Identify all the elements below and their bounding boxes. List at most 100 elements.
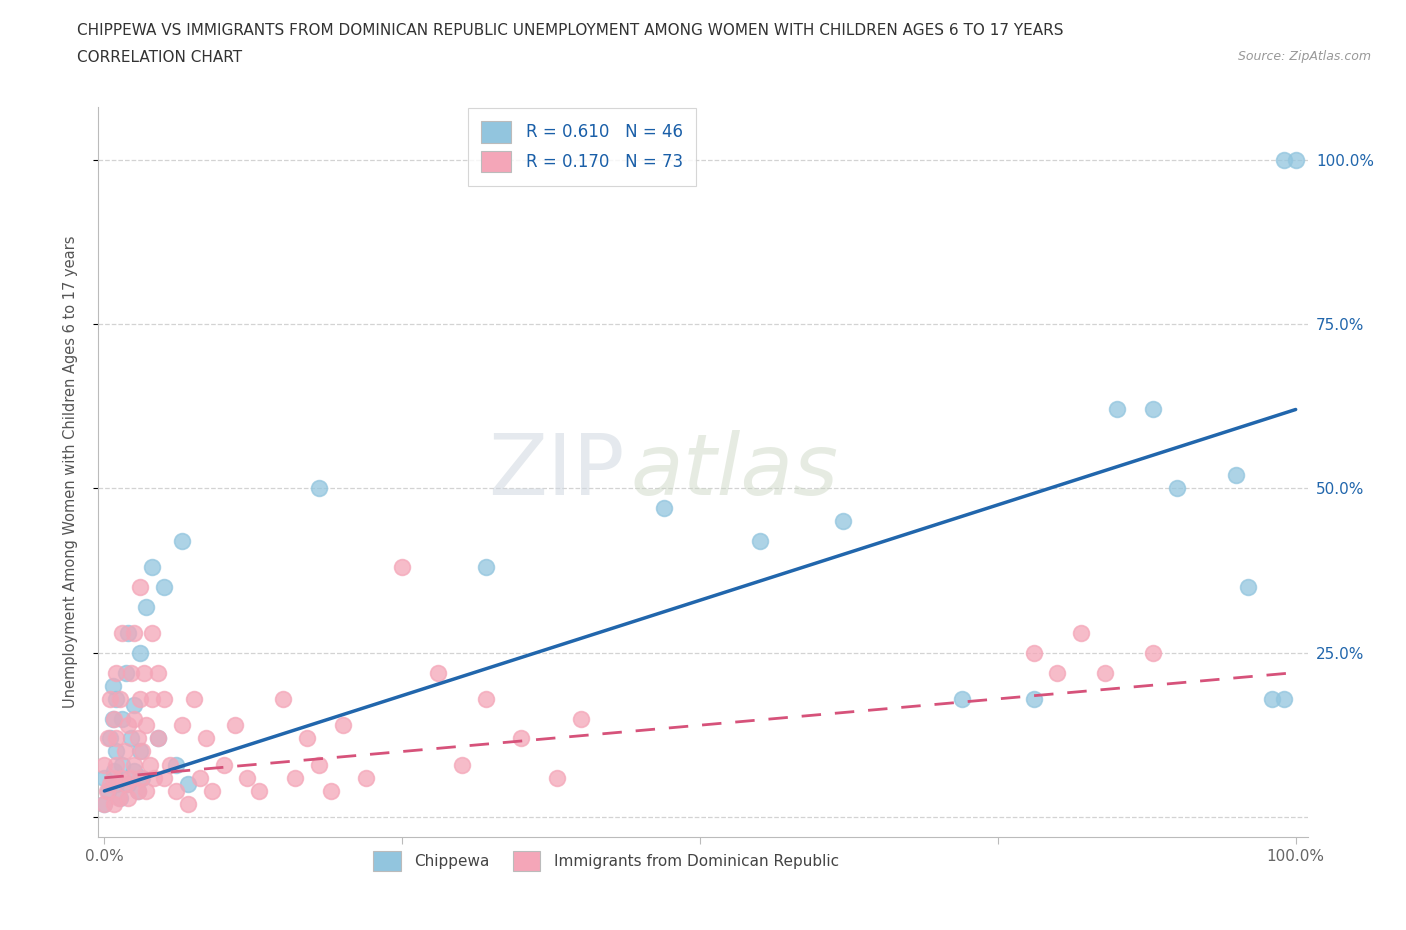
Point: [93, 770, 115, 785]
Point: [950, 691, 973, 706]
Point: [131, 770, 153, 785]
Point: [450, 757, 472, 772]
Point: [284, 770, 307, 785]
Point: [224, 718, 246, 733]
Point: [271, 691, 294, 706]
Point: [1237, 579, 1260, 594]
Point: [129, 770, 152, 785]
Point: [153, 579, 176, 594]
Point: [141, 560, 163, 575]
Point: [170, 718, 193, 733]
Point: [105, 777, 128, 791]
Point: [1070, 626, 1092, 641]
Point: [146, 665, 169, 680]
Point: [93, 797, 115, 812]
Point: [510, 731, 533, 746]
Point: [138, 757, 160, 772]
Point: [135, 599, 157, 614]
Point: [98, 731, 121, 746]
Point: [111, 626, 134, 641]
Point: [117, 626, 139, 641]
Point: [319, 783, 342, 798]
Point: [212, 757, 235, 772]
Point: [332, 718, 354, 733]
Point: [1272, 153, 1295, 167]
Legend: Chippewa, Immigrants from Dominican Republic: Chippewa, Immigrants from Dominican Repu…: [367, 845, 845, 877]
Point: [1022, 691, 1045, 706]
Point: [295, 731, 318, 746]
Point: [105, 744, 128, 759]
Point: [108, 790, 131, 805]
Point: [111, 711, 134, 726]
Point: [120, 731, 142, 746]
Point: [474, 691, 496, 706]
Point: [129, 645, 152, 660]
Point: [177, 777, 200, 791]
Point: [1022, 645, 1045, 660]
Point: [194, 731, 217, 746]
Point: [114, 777, 136, 791]
Point: [98, 777, 121, 791]
Point: [117, 777, 139, 791]
Point: [132, 665, 155, 680]
Point: [832, 514, 855, 529]
Point: [135, 783, 157, 798]
Point: [247, 783, 270, 798]
Point: [143, 770, 166, 785]
Point: [183, 691, 205, 706]
Point: [105, 731, 128, 746]
Point: [107, 790, 129, 805]
Point: [101, 678, 124, 693]
Point: [474, 560, 496, 575]
Point: [108, 691, 131, 706]
Point: [146, 731, 169, 746]
Point: [122, 698, 145, 713]
Point: [165, 757, 187, 772]
Point: [127, 731, 149, 746]
Point: [122, 711, 145, 726]
Point: [117, 718, 139, 733]
Point: [569, 711, 592, 726]
Point: [1225, 468, 1247, 483]
Point: [129, 579, 152, 594]
Point: [153, 770, 176, 785]
Point: [105, 691, 128, 706]
Point: [103, 797, 125, 812]
Point: [129, 744, 152, 759]
Point: [1142, 645, 1164, 660]
Point: [159, 757, 181, 772]
Point: [97, 783, 120, 798]
Point: [122, 757, 145, 772]
Point: [111, 770, 134, 785]
Point: [188, 770, 211, 785]
Point: [127, 783, 149, 798]
Point: [93, 797, 115, 812]
Point: [122, 764, 145, 778]
Text: Source: ZipAtlas.com: Source: ZipAtlas.com: [1237, 50, 1371, 63]
Point: [200, 783, 222, 798]
Point: [114, 744, 136, 759]
Point: [129, 691, 152, 706]
Point: [356, 770, 378, 785]
Point: [170, 534, 193, 549]
Point: [97, 731, 120, 746]
Point: [120, 770, 142, 785]
Point: [546, 770, 568, 785]
Point: [105, 757, 128, 772]
Point: [1094, 665, 1116, 680]
Point: [153, 691, 176, 706]
Point: [114, 665, 136, 680]
Point: [96, 783, 118, 798]
Point: [93, 757, 115, 772]
Point: [122, 626, 145, 641]
Point: [101, 770, 124, 785]
Point: [98, 691, 121, 706]
Point: [177, 797, 200, 812]
Point: [652, 500, 675, 515]
Point: [1166, 481, 1188, 496]
Point: [146, 731, 169, 746]
Point: [1285, 153, 1308, 167]
Point: [103, 764, 125, 778]
Text: atlas: atlas: [630, 431, 838, 513]
Point: [135, 718, 157, 733]
